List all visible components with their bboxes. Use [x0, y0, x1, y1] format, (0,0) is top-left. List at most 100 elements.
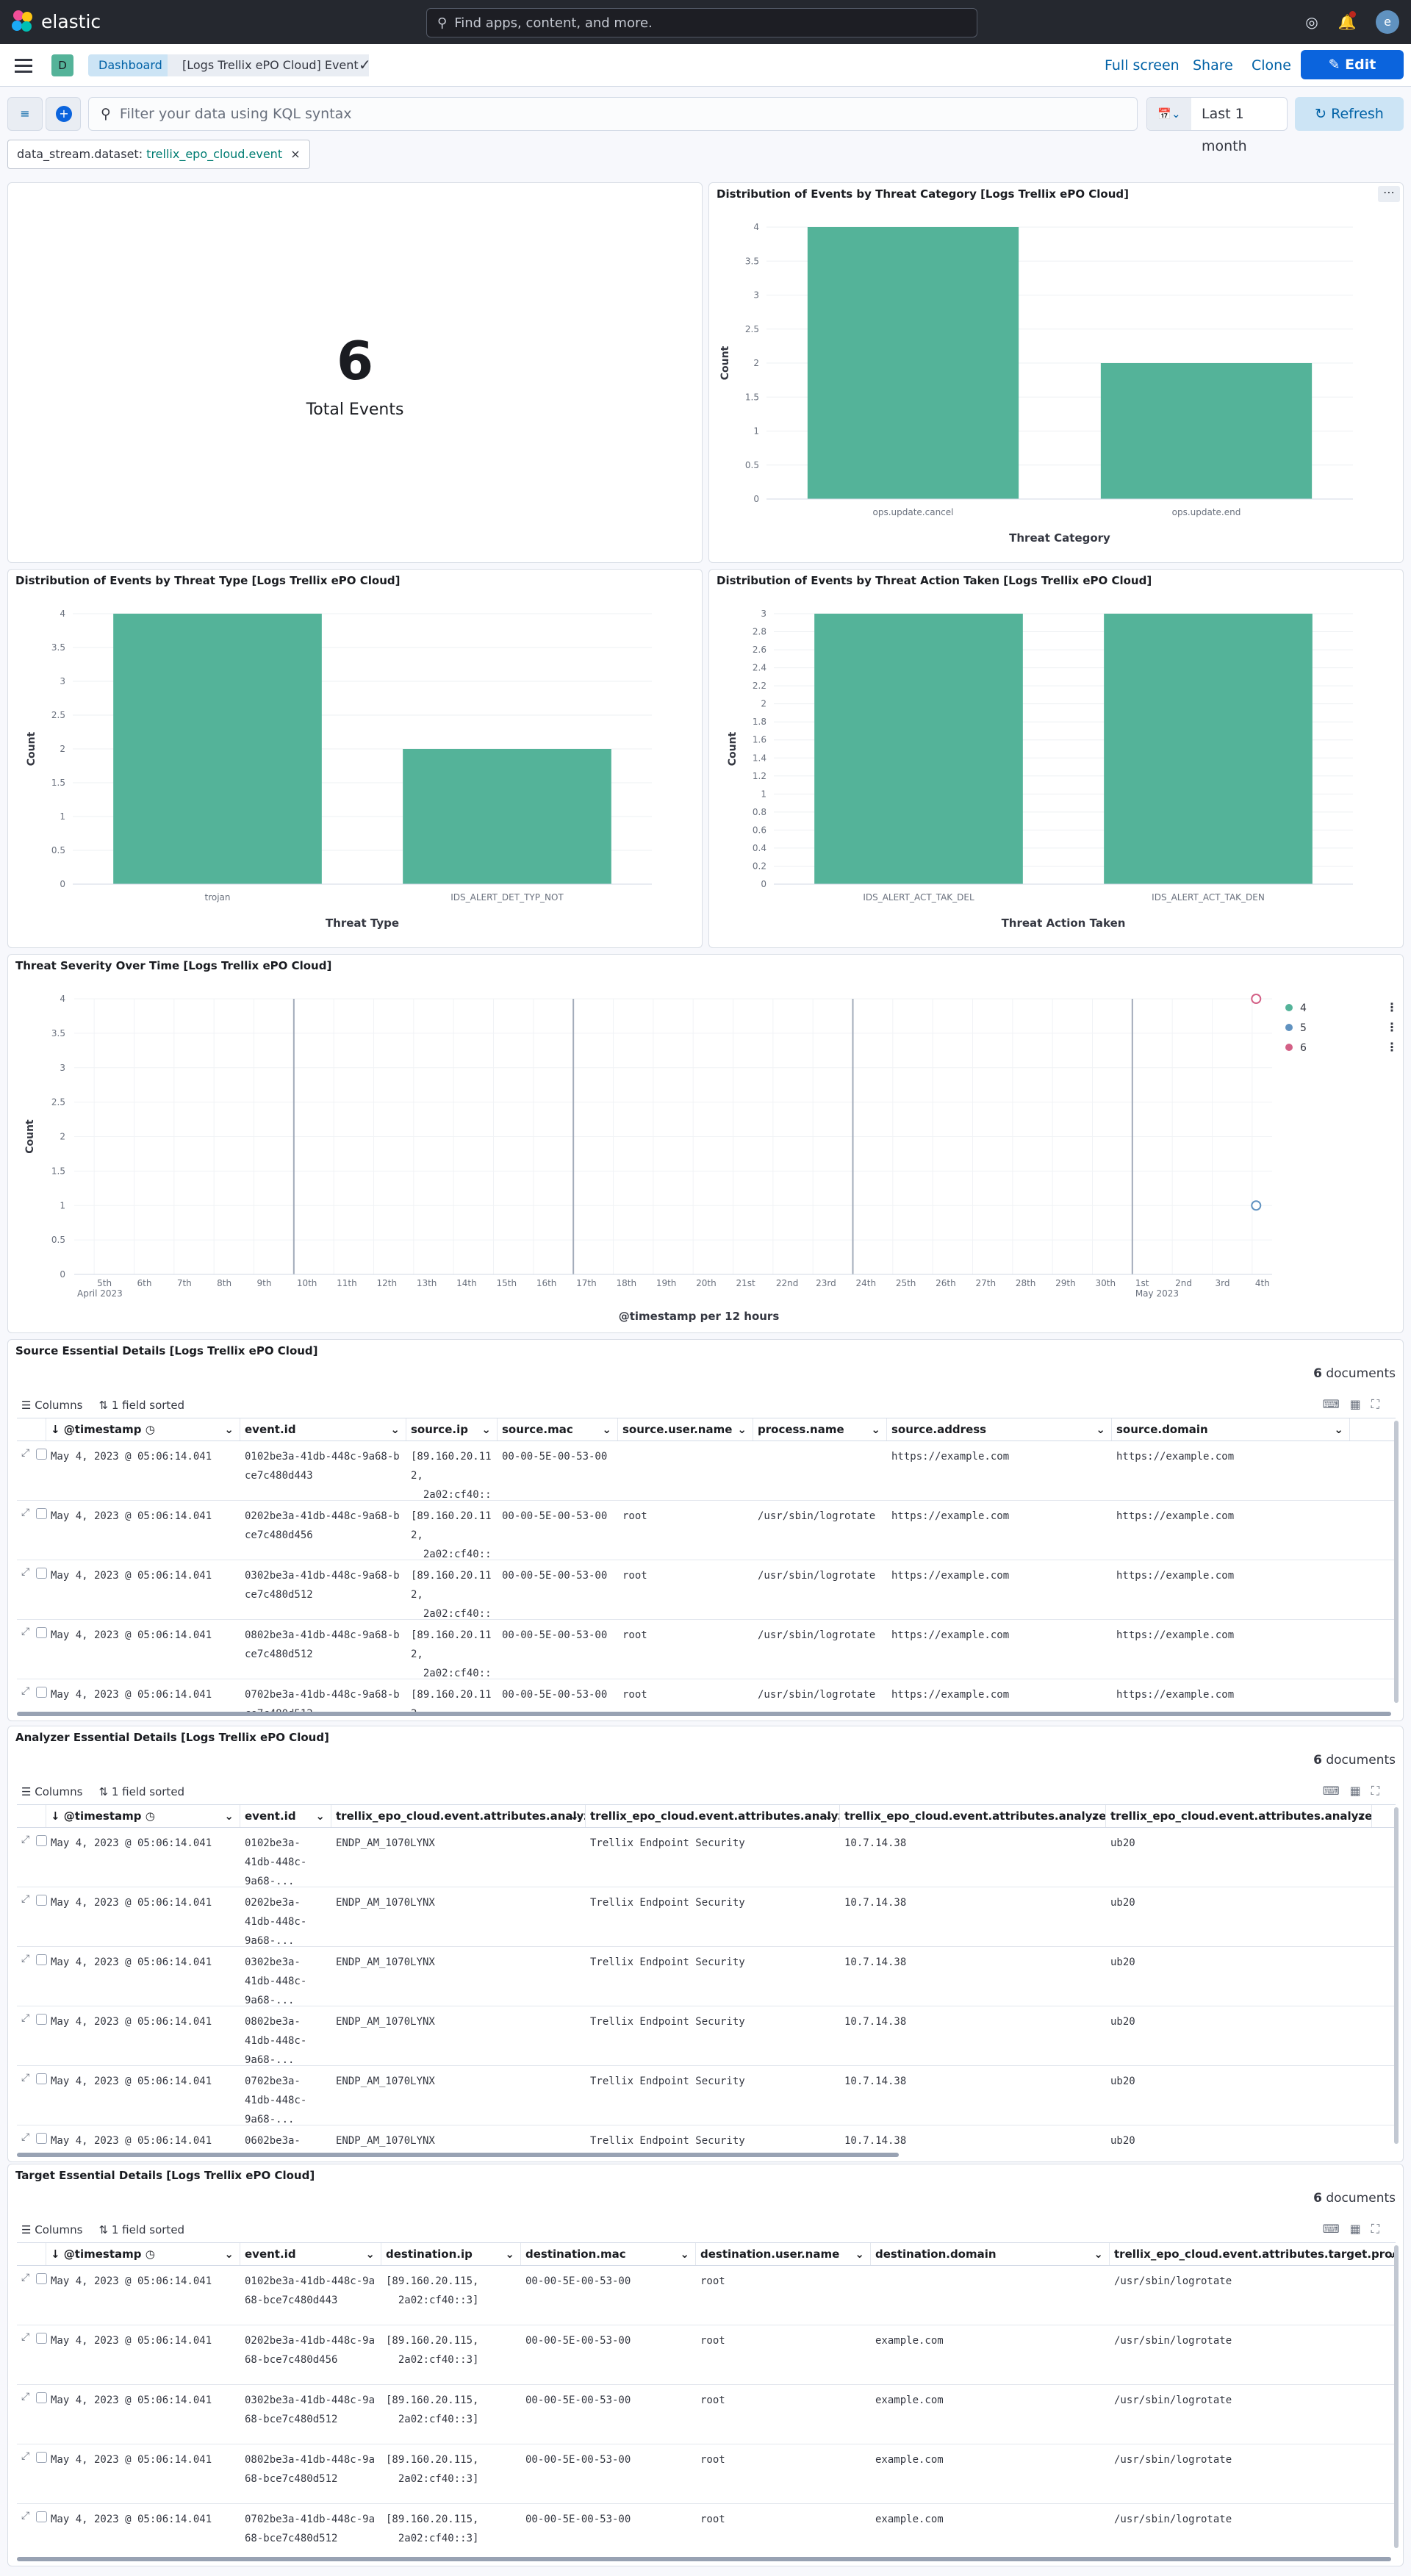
panel-options-icon[interactable]: ⋯ — [1378, 186, 1400, 202]
density-icon[interactable]: ▦ — [1349, 1397, 1371, 1411]
column-header[interactable]: ↓ @timestamp ◷ ⌄ — [46, 2243, 240, 2265]
add-filter-button[interactable]: + — [46, 97, 81, 131]
table-row[interactable]: ⤢ May 4, 2023 @ 05:06:14.041 0202be3a-41db… — [17, 2325, 1396, 2385]
column-header[interactable]: trellix_epo_cloud.event.attributes.analy… — [840, 1805, 1106, 1827]
horizontal-scrollbar[interactable] — [17, 1712, 1391, 1716]
bar[interactable] — [403, 749, 611, 884]
menu-icon[interactable] — [15, 57, 32, 73]
column-header[interactable]: trellix_epo_cloud.event.attributes.targe… — [1110, 2243, 1396, 2265]
keyboard-shortcuts-icon[interactable]: ⌨ — [1322, 2222, 1350, 2236]
table-row[interactable]: ⤢ May 4, 2023 @ 05:06:14.041 0302be3a- 41d… — [17, 1947, 1396, 2006]
row-checkbox[interactable] — [36, 1835, 47, 1846]
expand-row-icon[interactable]: ⤢ — [21, 2012, 30, 2024]
bar[interactable] — [807, 227, 1019, 499]
chevron-down-icon[interactable]: ⌄ — [1356, 1809, 1365, 1823]
global-search-input[interactable]: ⚲ Find apps, content, and more. — [426, 8, 977, 37]
expand-row-icon[interactable]: ⤢ — [21, 1507, 30, 1518]
chevron-down-icon[interactable]: ⌄ — [1387, 2243, 1396, 2265]
vertical-scrollbar[interactable] — [1394, 1807, 1399, 2144]
bar[interactable] — [1100, 363, 1313, 499]
horizontal-scrollbar[interactable] — [17, 2557, 1391, 2561]
notifications-icon[interactable]: 🔔 — [1338, 11, 1357, 32]
chevron-down-icon[interactable]: ⌄ — [481, 1423, 491, 1436]
table-row[interactable]: ⤢ May 4, 2023 @ 05:06:14.041 0702be3a-41db… — [17, 2504, 1396, 2560]
user-avatar[interactable]: e — [1376, 10, 1399, 34]
table-row[interactable]: ⤢ May 4, 2023 @ 05:06:14.041 0102be3a-41db… — [17, 1441, 1396, 1501]
row-checkbox[interactable] — [36, 1449, 47, 1460]
refresh-button[interactable]: ↻ Refresh — [1295, 97, 1404, 131]
space-avatar[interactable]: D — [51, 54, 73, 76]
fullscreen-icon[interactable]: ⛶ — [1371, 1784, 1390, 1798]
expand-row-icon[interactable]: ⤢ — [21, 1834, 30, 1845]
row-checkbox[interactable] — [36, 2452, 47, 2463]
chevron-down-icon[interactable]: ⌄ — [1094, 2247, 1103, 2261]
expand-row-icon[interactable]: ⤢ — [21, 2510, 30, 2522]
column-header[interactable]: destination.domain ⌄ — [871, 2243, 1110, 2265]
chevron-down-icon[interactable]: ⌄ — [1090, 1809, 1099, 1823]
chevron-down-icon[interactable]: ⌄ — [505, 2247, 514, 2261]
legend-menu-icon[interactable]: ⋮ — [1386, 1000, 1398, 1014]
row-checkbox[interactable] — [36, 2073, 47, 2084]
calendar-icon[interactable]: 📅⌄ — [1147, 98, 1191, 130]
legend-menu-icon[interactable]: ⋮ — [1386, 1020, 1398, 1034]
expand-row-icon[interactable]: ⤢ — [21, 2072, 30, 2084]
table-row[interactable]: ⤢ May 4, 2023 @ 05:06:14.041 0302be3a-41db… — [17, 1560, 1396, 1620]
density-icon[interactable]: ▦ — [1349, 1784, 1371, 1798]
legend-label[interactable]: 5 — [1300, 1022, 1307, 1034]
row-checkbox[interactable] — [36, 1508, 47, 1519]
share-button[interactable]: Share — [1193, 57, 1233, 73]
legend-menu-icon[interactable]: ⋮ — [1386, 1040, 1398, 1054]
keyboard-shortcuts-icon[interactable]: ⌨ — [1322, 1784, 1350, 1798]
row-checkbox[interactable] — [36, 2133, 47, 2144]
table-row[interactable]: ⤢ May 4, 2023 @ 05:06:14.041 0102be3a- 41d… — [17, 1828, 1396, 1887]
keyboard-shortcuts-icon[interactable]: ⌨ — [1322, 1397, 1350, 1411]
chevron-down-icon[interactable]: ⌄ — [602, 1423, 611, 1436]
expand-row-icon[interactable]: ⤢ — [21, 1566, 30, 1578]
chevron-down-icon[interactable]: ⌄ — [1096, 1423, 1105, 1436]
expand-row-icon[interactable]: ⤢ — [21, 1893, 30, 1905]
chevron-down-icon[interactable]: ⌄ — [680, 2247, 689, 2261]
column-header[interactable]: trellix_epo_cloud.event.attributes.analy… — [586, 1805, 840, 1827]
column-header[interactable]: destination.mac ⌄ — [521, 2243, 696, 2265]
expand-row-icon[interactable]: ⤢ — [21, 2131, 30, 2143]
row-checkbox[interactable] — [36, 1687, 47, 1698]
table-row[interactable]: ⤢ May 4, 2023 @ 05:06:14.041 0802be3a-41db… — [17, 1620, 1396, 1679]
chevron-down-icon[interactable]: ⌄ — [1334, 1423, 1343, 1436]
column-header[interactable]: source.domain ⌄ — [1112, 1418, 1350, 1441]
chevron-down-icon[interactable]: ⌄ — [871, 1423, 880, 1436]
data-point[interactable] — [1251, 1200, 1262, 1211]
chevron-down-icon[interactable]: ⌄ — [855, 2247, 864, 2261]
expand-row-icon[interactable]: ⤢ — [21, 1447, 30, 1459]
chevron-down-icon[interactable]: ⌄ — [224, 1809, 234, 1823]
legend-label[interactable]: 6 — [1300, 1042, 1307, 1054]
data-point[interactable] — [1251, 994, 1262, 1004]
table-row[interactable]: ⤢ May 4, 2023 @ 05:06:14.041 0702be3a-41db… — [17, 1679, 1396, 1715]
expand-row-icon[interactable]: ⤢ — [21, 1953, 30, 1965]
remove-filter-icon[interactable]: × — [290, 147, 301, 161]
horizontal-scrollbar[interactable] — [17, 2153, 899, 2157]
chevron-down-icon[interactable]: ⌄ — [224, 2247, 234, 2261]
column-header[interactable]: event.id ⌄ — [240, 2243, 381, 2265]
help-icon[interactable]: ◎ — [1305, 13, 1318, 31]
bar[interactable] — [113, 614, 322, 884]
expand-row-icon[interactable]: ⤢ — [21, 2331, 30, 2343]
row-checkbox[interactable] — [36, 2333, 47, 2344]
table-row[interactable]: ⤢ May 4, 2023 @ 05:06:14.041 0702be3a- 41d… — [17, 2066, 1396, 2125]
sort-button[interactable]: ⇅ 1 field sorted — [98, 2223, 185, 2236]
column-header[interactable]: event.id ⌄ — [240, 1418, 406, 1441]
kql-query-input[interactable]: ⚲ Filter your data using KQL syntax — [88, 97, 1138, 131]
row-checkbox[interactable] — [36, 1627, 47, 1638]
legend-label[interactable]: 4 — [1300, 1002, 1307, 1014]
expand-row-icon[interactable]: ⤢ — [21, 2272, 30, 2283]
bar[interactable] — [814, 614, 1023, 884]
column-header[interactable]: ↓ @timestamp ◷ ⌄ — [46, 1418, 240, 1441]
chevron-down-icon[interactable]: ⌄ — [824, 1809, 833, 1823]
table-row[interactable]: ⤢ May 4, 2023 @ 05:06:14.041 0202be3a- 41d… — [17, 1887, 1396, 1947]
expand-row-icon[interactable]: ⤢ — [21, 2450, 30, 2462]
column-header[interactable]: event.id ⌄ — [240, 1805, 331, 1827]
column-header[interactable]: destination.user.name ⌄ — [696, 2243, 871, 2265]
column-header[interactable]: trellix_epo_cloud.event.attributes.analy… — [331, 1805, 586, 1827]
chevron-down-icon[interactable]: ⌄ — [224, 1423, 234, 1436]
chevron-down-icon[interactable]: ⌄ — [365, 2247, 375, 2261]
row-checkbox[interactable] — [36, 2014, 47, 2025]
